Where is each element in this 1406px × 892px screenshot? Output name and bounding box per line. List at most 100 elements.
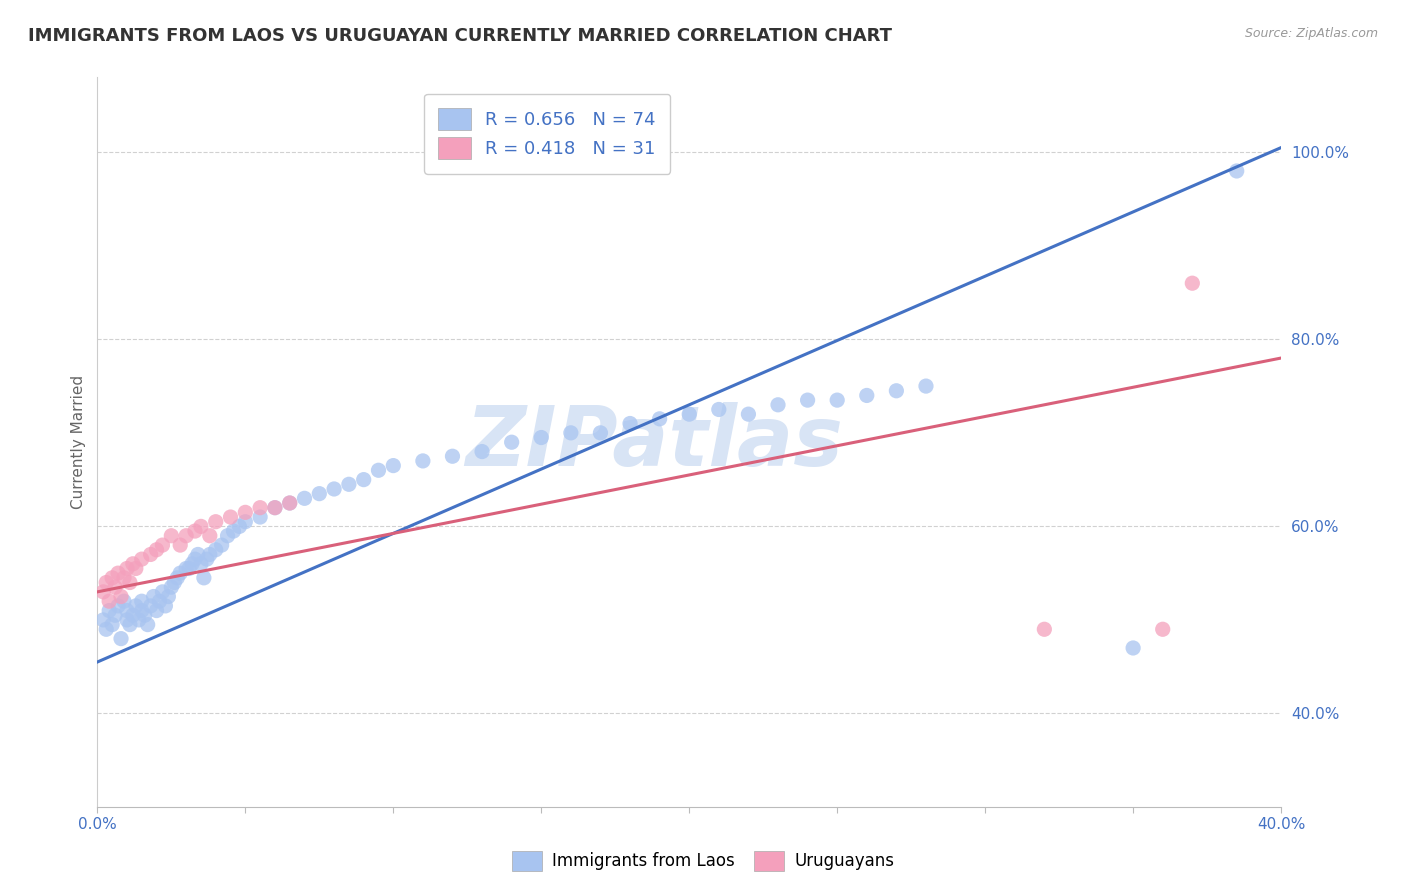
Point [204,542,226,557]
Point [222,524,245,538]
Point [249,510,271,524]
Point [101,617,124,632]
Point [217,529,239,543]
Point [796,393,818,408]
Point [131,603,153,617]
Point [678,407,700,421]
Point [110,632,132,646]
Point [104,608,127,623]
Point [825,393,848,408]
Point [174,561,197,575]
Point [121,557,143,571]
Point [177,561,200,575]
Point [441,449,464,463]
Point [619,417,641,431]
Point [142,590,165,604]
Point [139,548,162,562]
Point [337,477,360,491]
Text: IMMIGRANTS FROM LAOS VS URUGUAYAN CURRENTLY MARRIED CORRELATION CHART: IMMIGRANTS FROM LAOS VS URUGUAYAN CURREN… [28,27,893,45]
Point [118,575,141,590]
Point [107,599,129,613]
Point [152,538,174,552]
Point [737,407,759,421]
Point [278,496,301,510]
Point [157,590,180,604]
Point [1226,164,1249,178]
Point [145,542,167,557]
Point [121,608,143,623]
Point [91,585,114,599]
Point [915,379,938,393]
Point [91,613,114,627]
Point [228,519,250,533]
Point [112,594,135,608]
Point [1122,640,1144,655]
Point [249,500,271,515]
Point [112,571,135,585]
Point [104,580,127,594]
Point [184,552,207,566]
Point [128,613,150,627]
Point [198,529,221,543]
Point [707,402,730,417]
Point [1152,622,1174,636]
Point [187,548,209,562]
Point [367,463,389,477]
Point [412,454,434,468]
Point [1181,276,1204,290]
Legend: Immigrants from Laos, Uruguayans: Immigrants from Laos, Uruguayans [503,842,903,880]
Point [139,599,162,613]
Point [118,617,141,632]
Point [125,599,148,613]
Point [353,473,375,487]
Point [134,608,156,623]
Point [166,571,188,585]
Point [886,384,908,398]
Point [169,566,191,581]
Point [115,603,138,617]
Point [323,482,346,496]
Point [190,557,212,571]
Point [96,622,118,636]
Point [148,594,170,608]
Legend: R = 0.656   N = 74, R = 0.418   N = 31: R = 0.656 N = 74, R = 0.418 N = 31 [425,94,671,174]
Point [501,435,523,450]
Point [101,571,124,585]
Point [181,557,204,571]
Point [193,571,215,585]
Point [233,515,256,529]
Point [1033,622,1056,636]
Point [471,444,494,458]
Point [766,398,789,412]
Y-axis label: Currently Married: Currently Married [72,376,86,509]
Point [264,500,287,515]
Point [560,425,582,440]
Text: ZIPatlas: ZIPatlas [465,401,842,483]
Point [160,580,183,594]
Point [107,566,129,581]
Point [204,515,226,529]
Point [219,510,242,524]
Point [115,561,138,575]
Point [530,431,553,445]
Point [160,529,183,543]
Point [264,500,287,515]
Point [131,594,153,608]
Point [145,603,167,617]
Point [589,425,612,440]
Point [233,505,256,519]
Point [211,538,233,552]
Point [855,388,877,402]
Point [198,548,221,562]
Point [96,575,118,590]
Point [278,496,301,510]
Point [163,575,186,590]
Point [98,603,121,617]
Point [294,491,316,506]
Point [155,599,177,613]
Point [152,585,174,599]
Point [382,458,405,473]
Point [125,561,148,575]
Point [184,524,207,538]
Point [115,613,138,627]
